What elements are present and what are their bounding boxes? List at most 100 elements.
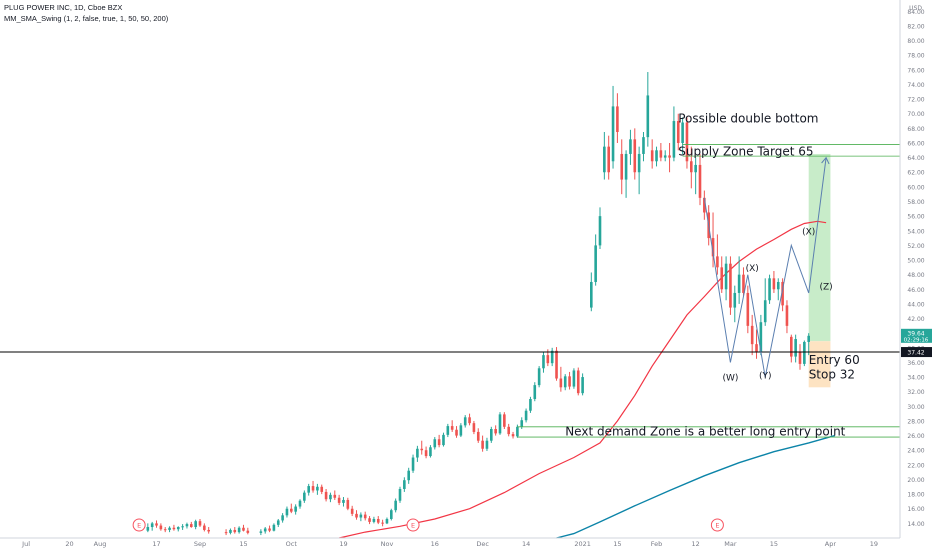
candle (668, 142, 671, 173)
moving-averages-layer (338, 220, 835, 539)
candle (624, 150, 628, 198)
candle (276, 518, 280, 528)
candle-body (229, 529, 232, 533)
candle-body (694, 164, 697, 173)
candle (724, 256, 728, 301)
symbol-title: PLUG POWER INC, 1D, Cboe BZX (4, 3, 123, 12)
candle-body (603, 146, 606, 173)
candle (155, 520, 158, 528)
candle-body (507, 426, 510, 435)
candle-body (411, 457, 415, 471)
candle (259, 529, 263, 536)
candle-body (724, 263, 728, 290)
time-tick-label: Aug (94, 540, 107, 548)
earnings-circle (710, 518, 724, 532)
candle-body (768, 278, 771, 301)
candle-body (403, 480, 406, 489)
candle (576, 367, 580, 396)
candle (346, 497, 350, 511)
candle (594, 234, 597, 286)
candle-body (524, 410, 528, 421)
candle-body (655, 150, 658, 162)
candle (403, 477, 406, 492)
candle (681, 117, 684, 154)
candle (750, 314, 754, 356)
price-tick-label: 28.00 (907, 418, 924, 425)
candle (407, 467, 410, 484)
candle (437, 434, 441, 448)
candle (503, 412, 506, 430)
candle (511, 431, 515, 439)
candle (572, 368, 576, 389)
candle-body (746, 292, 750, 326)
time-tick-label: 20 (65, 540, 73, 548)
time-tick-label: 19 (870, 540, 878, 548)
candle-body (772, 278, 776, 290)
candle-body (563, 376, 567, 388)
candle (446, 423, 450, 438)
candle-body (520, 420, 524, 427)
time-tick-label: Dec (476, 540, 489, 548)
candle (172, 524, 176, 531)
candle-body (276, 520, 280, 525)
price-tick-label: 58.00 (907, 199, 924, 206)
current-price-timer: 02:29:16 (904, 337, 929, 343)
candle (298, 499, 302, 509)
candle (233, 527, 237, 534)
price-tick-label: 30.00 (907, 404, 924, 411)
candle-body (194, 521, 197, 528)
candle-body (472, 423, 476, 432)
time-tick-label: 16 (431, 540, 439, 548)
earnings-marker: E (710, 518, 724, 532)
candle (381, 519, 384, 527)
candle-body (637, 153, 641, 173)
candle (333, 490, 337, 500)
candle-body (320, 486, 324, 492)
candle (303, 490, 306, 503)
projection-arrowhead (821, 156, 830, 165)
candle-body (311, 486, 315, 491)
entry-label: Entry 60 (809, 353, 860, 367)
candle-body (363, 514, 367, 519)
candle-body (624, 153, 628, 180)
candle-body (511, 434, 515, 437)
price-tick-label: 32.00 (907, 389, 924, 396)
wave-label: (W) (722, 374, 738, 384)
candle (520, 417, 524, 430)
candle-body (233, 529, 237, 533)
candle-body (316, 486, 319, 491)
candle-body (550, 350, 554, 364)
candle (650, 139, 654, 169)
candle-body (463, 417, 467, 426)
candle (533, 382, 537, 402)
candle-body (242, 527, 245, 531)
time-tick-label: 12 (692, 540, 700, 548)
price-tick-label: 48.00 (907, 272, 924, 279)
candle-body (224, 532, 228, 534)
candle (207, 527, 210, 534)
candle (703, 190, 706, 220)
candle (559, 366, 563, 392)
candle-body (755, 344, 758, 352)
candle-body (798, 351, 802, 364)
candle-body (424, 450, 428, 457)
price-tick-label: 62.00 (907, 170, 924, 177)
candle-body (176, 527, 180, 530)
time-tick-label: Oct (286, 540, 298, 548)
candle-body (629, 139, 632, 154)
candle-body (607, 146, 610, 173)
candle-body (150, 523, 154, 528)
candle-body (703, 197, 706, 213)
candle (324, 488, 328, 502)
candle-body (611, 106, 615, 162)
line-price-box (901, 347, 932, 358)
candle-body (329, 494, 332, 500)
candle (229, 528, 232, 535)
wave-label: (X) (802, 227, 815, 237)
candle (263, 527, 267, 534)
price-tick-label: 42.00 (907, 316, 924, 323)
candle (368, 516, 371, 525)
candle-body (163, 529, 167, 531)
